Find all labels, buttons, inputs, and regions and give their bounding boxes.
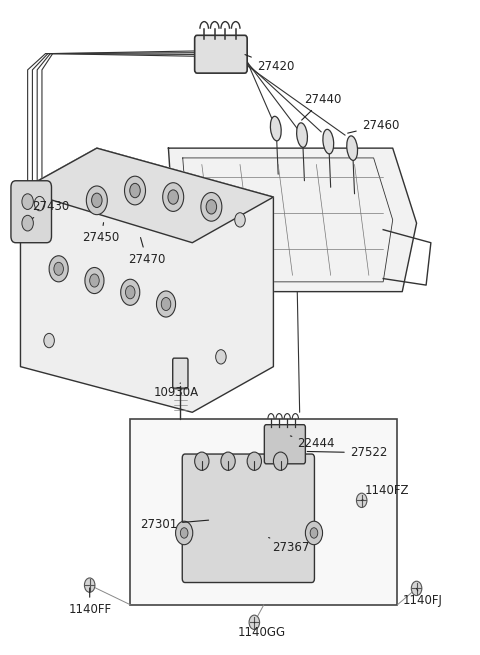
Text: 27440: 27440: [301, 93, 342, 120]
Circle shape: [34, 196, 45, 211]
Ellipse shape: [274, 452, 288, 470]
Circle shape: [168, 190, 179, 204]
Circle shape: [22, 215, 34, 231]
Text: 27420: 27420: [245, 54, 294, 73]
Circle shape: [206, 200, 216, 214]
Circle shape: [90, 274, 99, 287]
Bar: [130, 419, 397, 605]
Circle shape: [44, 333, 54, 348]
Text: 1140GG: 1140GG: [238, 622, 286, 639]
Circle shape: [124, 176, 145, 205]
Circle shape: [310, 528, 318, 538]
Ellipse shape: [247, 452, 262, 470]
Circle shape: [180, 528, 188, 538]
FancyBboxPatch shape: [264, 424, 305, 464]
Circle shape: [86, 186, 108, 215]
Text: 27430: 27430: [32, 200, 70, 218]
Circle shape: [249, 615, 260, 629]
Text: 27522: 27522: [307, 446, 387, 459]
Circle shape: [54, 262, 63, 275]
Text: 27460: 27460: [348, 119, 399, 133]
Circle shape: [216, 350, 226, 364]
Circle shape: [156, 291, 176, 317]
Circle shape: [84, 578, 95, 592]
Ellipse shape: [323, 129, 334, 154]
Text: 27301: 27301: [140, 518, 209, 531]
Circle shape: [161, 297, 171, 310]
Ellipse shape: [221, 452, 235, 470]
Text: 22444: 22444: [290, 436, 335, 450]
Polygon shape: [168, 148, 417, 291]
Polygon shape: [21, 148, 274, 412]
Circle shape: [22, 194, 34, 210]
Circle shape: [85, 267, 104, 293]
Ellipse shape: [297, 123, 308, 147]
Ellipse shape: [195, 452, 209, 470]
Text: 27470: 27470: [128, 238, 165, 265]
FancyBboxPatch shape: [11, 181, 51, 243]
Circle shape: [49, 255, 68, 282]
Ellipse shape: [347, 136, 358, 160]
Circle shape: [125, 286, 135, 299]
FancyBboxPatch shape: [182, 454, 314, 582]
Circle shape: [305, 521, 323, 545]
Text: 27450: 27450: [83, 223, 120, 244]
Circle shape: [201, 193, 222, 221]
Circle shape: [92, 193, 102, 208]
Polygon shape: [21, 148, 274, 243]
Text: 1140FF: 1140FF: [68, 588, 111, 616]
Text: 1140FJ: 1140FJ: [402, 588, 442, 607]
Circle shape: [120, 279, 140, 305]
Circle shape: [235, 213, 245, 227]
FancyBboxPatch shape: [173, 358, 188, 388]
Text: 10930A: 10930A: [154, 383, 199, 399]
Circle shape: [130, 183, 140, 198]
Text: 1140FZ: 1140FZ: [362, 484, 409, 500]
Circle shape: [176, 521, 193, 545]
FancyBboxPatch shape: [195, 35, 247, 73]
Text: 27367: 27367: [269, 538, 310, 553]
Circle shape: [411, 581, 422, 595]
Circle shape: [357, 493, 367, 508]
Circle shape: [163, 183, 184, 212]
Ellipse shape: [270, 117, 281, 141]
